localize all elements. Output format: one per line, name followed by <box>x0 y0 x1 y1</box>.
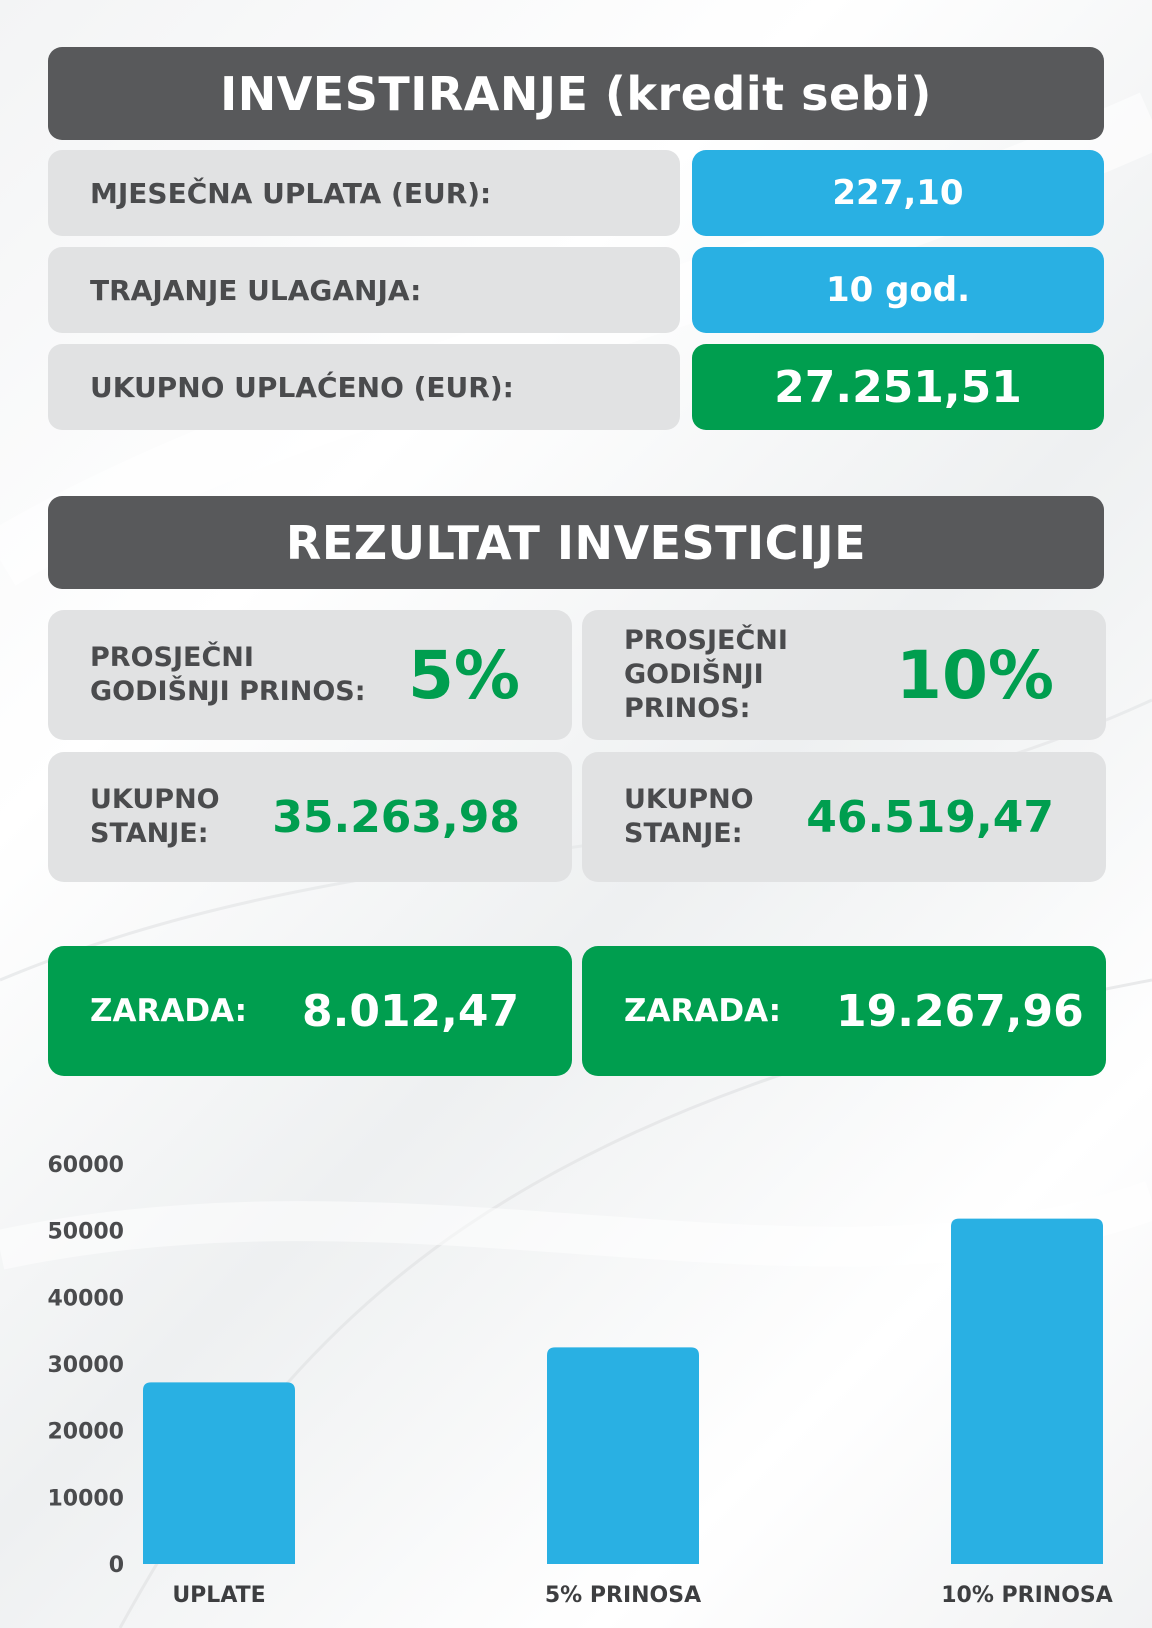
y-tick-label: 30000 <box>47 1353 124 1378</box>
bar <box>143 1382 295 1564</box>
y-tick-label: 50000 <box>47 1220 124 1245</box>
bar-chart: 0 10000 20000 30000 40000 50000 60000 UPLATE 5% … <box>47 1153 1113 1608</box>
section-title-rezultat: REZULTAT INVESTICIJE <box>48 496 1104 589</box>
monthly-payment-label: MJESEČNA UPLATA (EUR): <box>48 150 680 236</box>
duration-value: 10 god. <box>692 247 1104 333</box>
duration-label: TRAJANJE ULAGANJA: <box>48 247 680 333</box>
y-tick-label: 60000 <box>47 1153 124 1178</box>
yield-value: 10% <box>896 636 1054 714</box>
earnings-value: 19.267,96 <box>836 985 1084 1037</box>
x-category-label: 5% PRINOSA <box>545 1583 701 1608</box>
yield-label: PROSJEČNI GODIŠNJI PRINOS: <box>90 642 366 707</box>
bar <box>951 1218 1103 1564</box>
total-paid-label: UKUPNO UPLAĆENO (EUR): <box>48 344 680 430</box>
yield-card-10: PROSJEČNI GODIŠNJI PRINOS: 10% <box>582 610 1106 740</box>
y-tick-label: 10000 <box>47 1486 124 1511</box>
yield-card-5: PROSJEČNI GODIŠNJI PRINOS: 5% <box>48 610 572 740</box>
earnings-label: ZARADA: <box>90 993 248 1029</box>
earnings-label: ZARADA: <box>624 993 782 1029</box>
y-tick-label: 40000 <box>47 1286 124 1311</box>
total-balance-label: UKUPNO STANJE: <box>90 784 220 849</box>
yield-label: PROSJEČNI GODIŠNJI PRINOS: <box>624 625 788 724</box>
total-balance-label: UKUPNO STANJE: <box>624 784 754 849</box>
total-balance-value: 35.263,98 <box>272 791 520 843</box>
section-title-investiranje: INVESTIRANJE (kredit sebi) <box>48 47 1104 140</box>
bar <box>547 1347 699 1564</box>
earnings-card-5: ZARADA: 8.012,47 <box>48 946 572 1076</box>
earnings-value: 8.012,47 <box>302 985 520 1037</box>
y-tick-label: 20000 <box>47 1420 124 1445</box>
x-category-label: UPLATE <box>172 1583 265 1608</box>
total-balance-card-5: UKUPNO STANJE: 35.263,98 <box>48 752 572 882</box>
earnings-card-10: ZARADA: 19.267,96 <box>582 946 1106 1076</box>
total-balance-card-10: UKUPNO STANJE: 46.519,47 <box>582 752 1106 882</box>
yield-value: 5% <box>407 636 520 714</box>
total-balance-value: 46.519,47 <box>806 791 1054 843</box>
y-tick-label: 0 <box>109 1553 124 1578</box>
total-paid-value: 27.251,51 <box>692 344 1104 430</box>
x-category-label: 10% PRINOSA <box>941 1583 1113 1608</box>
monthly-payment-value: 227,10 <box>692 150 1104 236</box>
